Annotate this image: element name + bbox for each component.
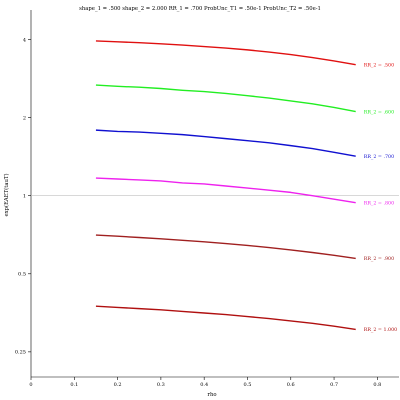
series-label-4: RR_2 = .800 <box>364 200 394 206</box>
x-tick-label: 0.1 <box>70 382 78 388</box>
x-axis-label: rho <box>207 392 216 398</box>
plot-area: 0 0.1 0.2 0.3 0.4 0.5 0.6 0.7 0.8 0.25 0.5 1 2 4 RR_… <box>15 10 399 388</box>
x-tick-label: 0.6 <box>287 382 295 388</box>
series-line-1 <box>95 40 356 66</box>
series-line-2 <box>95 84 356 113</box>
series-label-5: RR_2 = .900 <box>364 256 394 262</box>
series-line-6 <box>95 305 356 331</box>
series-label-1: RR_2 = .500 <box>364 62 394 68</box>
series-lines <box>95 40 356 331</box>
x-tick-label: 0.8 <box>373 382 381 388</box>
x-tick-label: 0 <box>29 382 32 388</box>
x-tick-label: 0.7 <box>330 382 338 388</box>
y-axis-label: exp(EAET(tauT) <box>3 173 10 216</box>
x-tick-label: 0.4 <box>200 382 208 388</box>
x-tick-label: 0.5 <box>243 382 251 388</box>
series-label-2: RR_2 = .600 <box>364 109 394 115</box>
chart-title: shape_1 = .500 shape_2 = 2.000 RR_1 = .7… <box>79 6 321 12</box>
y-tick-label: 4 <box>23 37 26 43</box>
series-line-4 <box>95 177 356 204</box>
x-tick-label: 0.2 <box>114 382 122 388</box>
series-label-6: RR_2 = 1.000 <box>364 327 397 333</box>
y-tick-label: 0.25 <box>15 350 26 356</box>
y-tick-label: 1 <box>23 193 26 199</box>
x-ticks: 0 0.1 0.2 0.3 0.4 0.5 0.6 0.7 0.8 <box>29 377 381 388</box>
y-tick-label: 2 <box>23 115 26 121</box>
series-line-5 <box>95 234 356 260</box>
x-tick-label: 0.3 <box>157 382 165 388</box>
series-labels: RR_2 = .500 RR_2 = .600 RR_2 = .700 RR_2 = … <box>364 62 397 333</box>
y-ticks: 0.25 0.5 1 2 4 <box>15 37 31 356</box>
y-tick-label: 0.5 <box>18 271 26 277</box>
series-line-3 <box>95 129 356 157</box>
series-label-3: RR_2 = .700 <box>364 154 394 160</box>
